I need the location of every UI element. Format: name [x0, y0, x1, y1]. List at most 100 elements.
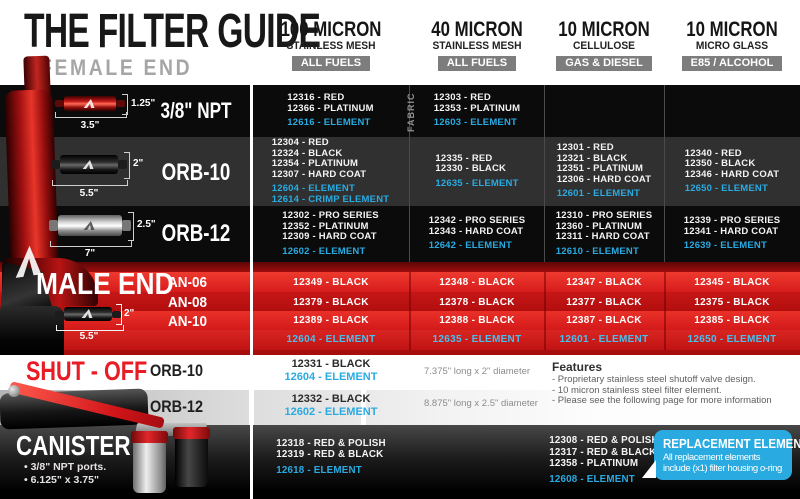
width-dimension — [50, 241, 132, 247]
element-number-list: 12642 - ELEMENT — [428, 240, 512, 252]
shutoff-valve-pivot-photo — [8, 385, 20, 397]
part-number-list: 12342 - PRO SERIES 12343 - HARD COAT — [428, 215, 526, 237]
male-end-row-an10 — [0, 311, 800, 330]
table-cell: 12379 - BLACK — [293, 297, 369, 308]
part-number-list: 12302 - PRO SERIES 12352 - PLATINUM 12309 … — [282, 210, 379, 242]
element-number: 12604 - ELEMENT — [284, 371, 378, 383]
stripe-gap — [361, 390, 366, 425]
part-number-list: 12339 - PRO SERIES 12341 - HARD COAT — [683, 215, 781, 237]
part-number-list: 12316 - RED 12366 - PLATINUM — [287, 92, 374, 114]
table-cell: 12387 - BLACK — [566, 315, 642, 326]
height-dimension — [124, 152, 130, 179]
element-number-list: 12650 - ELEMENT — [684, 183, 768, 194]
canister-photo-black — [175, 437, 208, 487]
width-dimension-label: 5.5" — [79, 188, 99, 199]
size-note: 7.375" long x 2" diameter — [424, 366, 531, 377]
column-header-10-micron-cellulose: 10 MICRON CELLULOSE GAS & DIESEL — [544, 18, 664, 71]
width-dimension-label: 5.5" — [79, 331, 99, 342]
male-end-bottom-strip — [0, 350, 800, 355]
part-number: 12331 - BLACK — [291, 358, 371, 370]
height-dimension — [122, 94, 128, 115]
element-cell: 12601 - ELEMENT — [559, 334, 649, 345]
width-dimension-label: 7" — [84, 248, 96, 259]
table-cell: 12302 - PRO SERIES 12352 - PLATINUM 12309 … — [252, 206, 409, 262]
element-number-list: 12639 - ELEMENT — [683, 240, 767, 252]
part-number-list: 12304 - RED 12324 - BLACK 12354 - PLATINUM… — [271, 137, 367, 180]
element-cell: 12650 - ELEMENT — [687, 334, 777, 345]
section-label-female-end: FEMALE END — [40, 55, 193, 80]
size-note: 8.875" long x 2.5" diameter — [424, 398, 538, 409]
table-cell: 12345 - BLACK — [694, 277, 770, 288]
column-divider — [544, 272, 546, 350]
column-title: 40 MICRON — [431, 18, 523, 41]
column-subtitle: STAINLESS MESH — [432, 40, 522, 52]
part-number-list: 12318 - RED & POLISH 12319 - RED & BLACK — [276, 437, 386, 461]
aeromotive-logo-mark — [84, 221, 97, 230]
table-cell: 12375 - BLACK — [694, 297, 770, 308]
column-title: 100 MICRON — [280, 18, 382, 41]
column-header-10-micron-micro-glass: 10 MICRON MICRO GLASS E85 / ALCOHOL — [664, 19, 800, 71]
height-dimension-label: 2.5" — [137, 219, 156, 230]
features-title: Features — [552, 360, 603, 374]
table-cell: 12304 - RED 12324 - BLACK 12354 - PLATINUM… — [252, 137, 409, 206]
element-number-list: 12604 - ELEMENT 12614 - CRIMP ELEMENT — [271, 183, 390, 205]
column-header-40-micron: 40 MICRON STAINLESS MESH ALL FUELS — [410, 18, 544, 71]
column-subtitle: STAINLESS MESH — [286, 40, 376, 52]
table-cell: 12377 - BLACK — [566, 297, 642, 308]
table-cell: 12342 - PRO SERIES 12343 - HARD COAT 12642… — [410, 206, 544, 262]
column-divider — [409, 272, 411, 350]
row-orb10-background — [0, 137, 800, 206]
part-number-list: 12335 - RED 12330 - BLACK — [435, 152, 507, 175]
column-title: 10 MICRON — [558, 18, 650, 41]
aeromotive-logo-mark — [83, 160, 96, 169]
section-label-male-end: MALE END — [36, 266, 174, 301]
male-end-row-an06 — [0, 272, 800, 292]
row-label-an10: AN-10 — [168, 313, 208, 330]
column-divider — [409, 85, 410, 262]
aeromotive-logo-mark — [82, 309, 95, 318]
column-subtitle: CELLULOSE — [573, 40, 635, 52]
page-title: THE FILTER GUIDE — [24, 5, 321, 58]
an-fitting-hex-photo — [0, 306, 64, 355]
width-dimension — [56, 325, 124, 331]
element-cell: 12604 - ELEMENT — [286, 334, 376, 345]
element-number: 12602 - ELEMENT — [284, 406, 378, 418]
aeromotive-logo-mark — [84, 99, 97, 108]
row-label-shutoff-orb12: ORB-12 — [150, 397, 204, 416]
height-dimension-label: 2" — [133, 158, 144, 169]
column-header-100-micron: 100 MICRON STAINLESS MESH ALL FUELS — [252, 18, 410, 71]
element-number-list: 12618 - ELEMENT — [276, 464, 362, 476]
height-dimension-label: 1.25" — [131, 98, 156, 109]
table-cell: 12389 - BLACK — [293, 315, 369, 326]
row-label-orb10: ORB-10 — [161, 159, 231, 186]
canister-photo-polished — [133, 441, 166, 493]
element-cell: 12635 - ELEMENT — [432, 334, 522, 345]
row-label-orb12: ORB-12 — [161, 220, 231, 247]
table-cell: 12340 - RED 12350 - BLACK 12346 - HARD COA… — [664, 137, 800, 206]
element-number-list: 12635 - ELEMENT — [435, 177, 519, 189]
table-cell: 12349 - BLACK — [293, 277, 369, 288]
fuel-badge: ALL FUELS — [437, 56, 517, 71]
row-label-npt: 3/8" NPT — [160, 98, 232, 123]
column-subtitle: MICRO GLASS — [695, 40, 769, 52]
canister-spec-bullets: • 3/8" NPT ports. • 6.125" x 3.75" — [24, 461, 107, 486]
height-dimension — [116, 304, 122, 325]
part-number: 12332 - BLACK — [291, 393, 371, 405]
element-number-list: 12602 - ELEMENT — [282, 245, 366, 257]
part-number-list: 12303 - RED 12353 - PLATINUM — [433, 92, 521, 114]
features-list: - Proprietary stainless steel shutoff va… — [552, 374, 772, 406]
inline-filter-photo-chrome — [49, 215, 131, 236]
element-number-list: 12610 - ELEMENT — [555, 245, 639, 257]
row-label-an08: AN-08 — [168, 294, 208, 311]
element-number-list: 12601 - ELEMENT — [556, 188, 640, 200]
inline-filter-photo-black — [51, 155, 127, 174]
column-divider — [664, 85, 665, 262]
table-cell: 12385 - BLACK — [694, 315, 770, 326]
section-label-canister: CANISTER — [16, 430, 131, 461]
fuel-badge: GAS & DIESEL — [556, 56, 652, 71]
element-number-list: 12616 - ELEMENT — [287, 117, 371, 129]
width-dimension — [52, 180, 128, 186]
